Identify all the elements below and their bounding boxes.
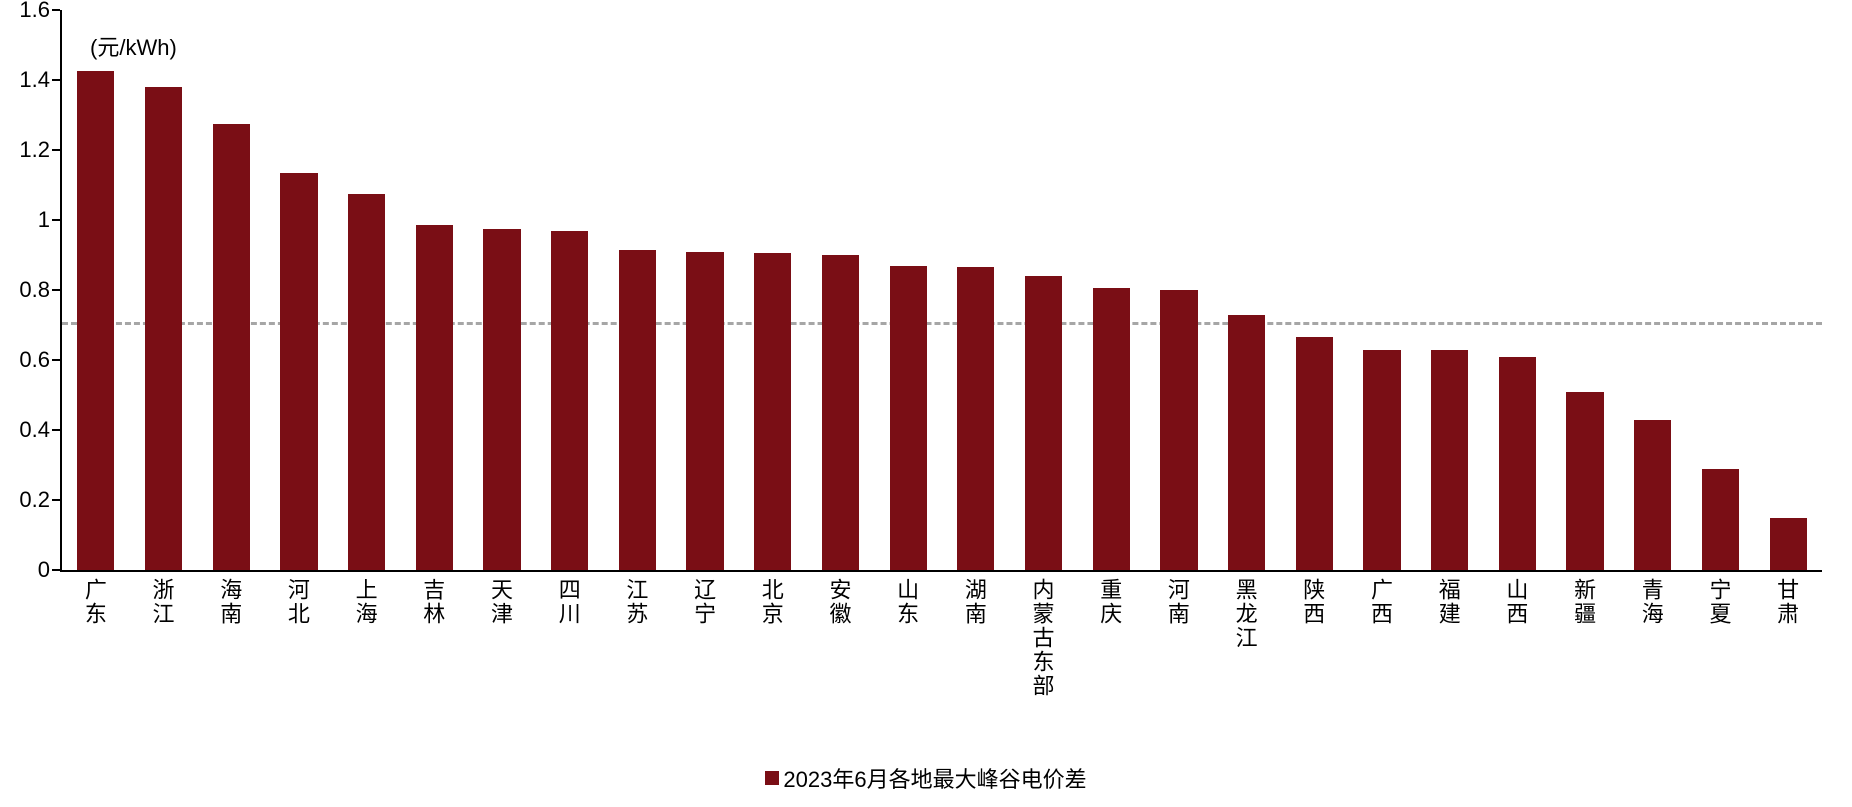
x-label: 上海 bbox=[349, 578, 381, 626]
x-label: 陕西 bbox=[1296, 578, 1328, 626]
x-label: 广东 bbox=[78, 578, 110, 626]
y-tick-label: 0.4 bbox=[19, 417, 50, 443]
bar-chart: (元/kWh) 0 0.2 0.4 0.6 0.8 1 1.2 1.4 1.6 广东浙江海南河北… bbox=[0, 0, 1852, 807]
x-label: 福建 bbox=[1432, 578, 1464, 626]
y-tick-mark bbox=[52, 429, 60, 431]
y-tick-mark bbox=[52, 219, 60, 221]
bar bbox=[890, 266, 927, 571]
x-label: 辽宁 bbox=[687, 578, 719, 626]
x-label: 新疆 bbox=[1567, 578, 1599, 626]
y-tick-mark bbox=[52, 289, 60, 291]
bar bbox=[1499, 357, 1536, 571]
y-tick-mark bbox=[52, 79, 60, 81]
y-tick-mark bbox=[52, 499, 60, 501]
x-label: 宁夏 bbox=[1702, 578, 1734, 626]
x-label: 浙江 bbox=[146, 578, 178, 626]
y-tick-label: 1.4 bbox=[19, 67, 50, 93]
y-tick-label: 0.6 bbox=[19, 347, 50, 373]
y-tick-mark bbox=[52, 569, 60, 571]
x-label: 天津 bbox=[484, 578, 516, 626]
bar bbox=[1228, 315, 1265, 571]
bar bbox=[1160, 290, 1197, 570]
x-label: 黑龙江 bbox=[1229, 578, 1261, 650]
x-label: 河南 bbox=[1161, 578, 1193, 626]
bar bbox=[1093, 288, 1130, 570]
bar bbox=[348, 194, 385, 570]
bar bbox=[280, 173, 317, 570]
bar bbox=[619, 250, 656, 570]
bar bbox=[1702, 469, 1739, 571]
x-label: 海南 bbox=[213, 578, 245, 626]
y-tick-mark bbox=[52, 359, 60, 361]
x-label: 甘肃 bbox=[1770, 578, 1802, 626]
bar bbox=[1634, 420, 1671, 571]
x-label: 湖南 bbox=[958, 578, 990, 626]
x-label: 青海 bbox=[1635, 578, 1667, 626]
legend-text: 2023年6月各地最大峰谷电价差 bbox=[783, 767, 1086, 792]
bar bbox=[1566, 392, 1603, 571]
bar bbox=[1025, 276, 1062, 570]
x-label: 山东 bbox=[890, 578, 922, 626]
bar bbox=[754, 253, 791, 570]
bar bbox=[1431, 350, 1468, 571]
y-tick-label: 0 bbox=[38, 557, 50, 583]
y-tick-label: 1 bbox=[38, 207, 50, 233]
x-label: 山西 bbox=[1499, 578, 1531, 626]
y-tick-label: 0.2 bbox=[19, 487, 50, 513]
bar bbox=[416, 225, 453, 570]
bar bbox=[686, 252, 723, 571]
bar bbox=[483, 229, 520, 570]
y-tick-mark bbox=[52, 9, 60, 11]
x-label: 广西 bbox=[1364, 578, 1396, 626]
x-label: 重庆 bbox=[1093, 578, 1125, 626]
x-label: 内蒙古东部 bbox=[1026, 578, 1058, 698]
bar bbox=[77, 71, 114, 570]
y-unit-label: (元/kWh) bbox=[90, 30, 177, 62]
y-tick-label: 1.2 bbox=[19, 137, 50, 163]
bar bbox=[551, 231, 588, 571]
x-label: 吉林 bbox=[416, 578, 448, 626]
bar bbox=[213, 124, 250, 570]
bar bbox=[1363, 350, 1400, 571]
y-tick-label: 0.8 bbox=[19, 277, 50, 303]
bar bbox=[957, 267, 994, 570]
plot-area bbox=[60, 10, 1822, 572]
y-tick-mark bbox=[52, 149, 60, 151]
x-label: 安徽 bbox=[822, 578, 854, 626]
bar bbox=[822, 255, 859, 570]
x-label: 江苏 bbox=[619, 578, 651, 626]
x-label: 河北 bbox=[281, 578, 313, 626]
bars-container bbox=[62, 10, 1822, 570]
y-tick-label: 1.6 bbox=[19, 0, 50, 23]
bar bbox=[145, 87, 182, 570]
x-label: 北京 bbox=[755, 578, 787, 626]
legend-swatch bbox=[765, 771, 779, 785]
x-label: 四川 bbox=[552, 578, 584, 626]
bar bbox=[1770, 518, 1807, 571]
legend: 2023年6月各地最大峰谷电价差 bbox=[0, 762, 1852, 794]
bar bbox=[1296, 337, 1333, 570]
